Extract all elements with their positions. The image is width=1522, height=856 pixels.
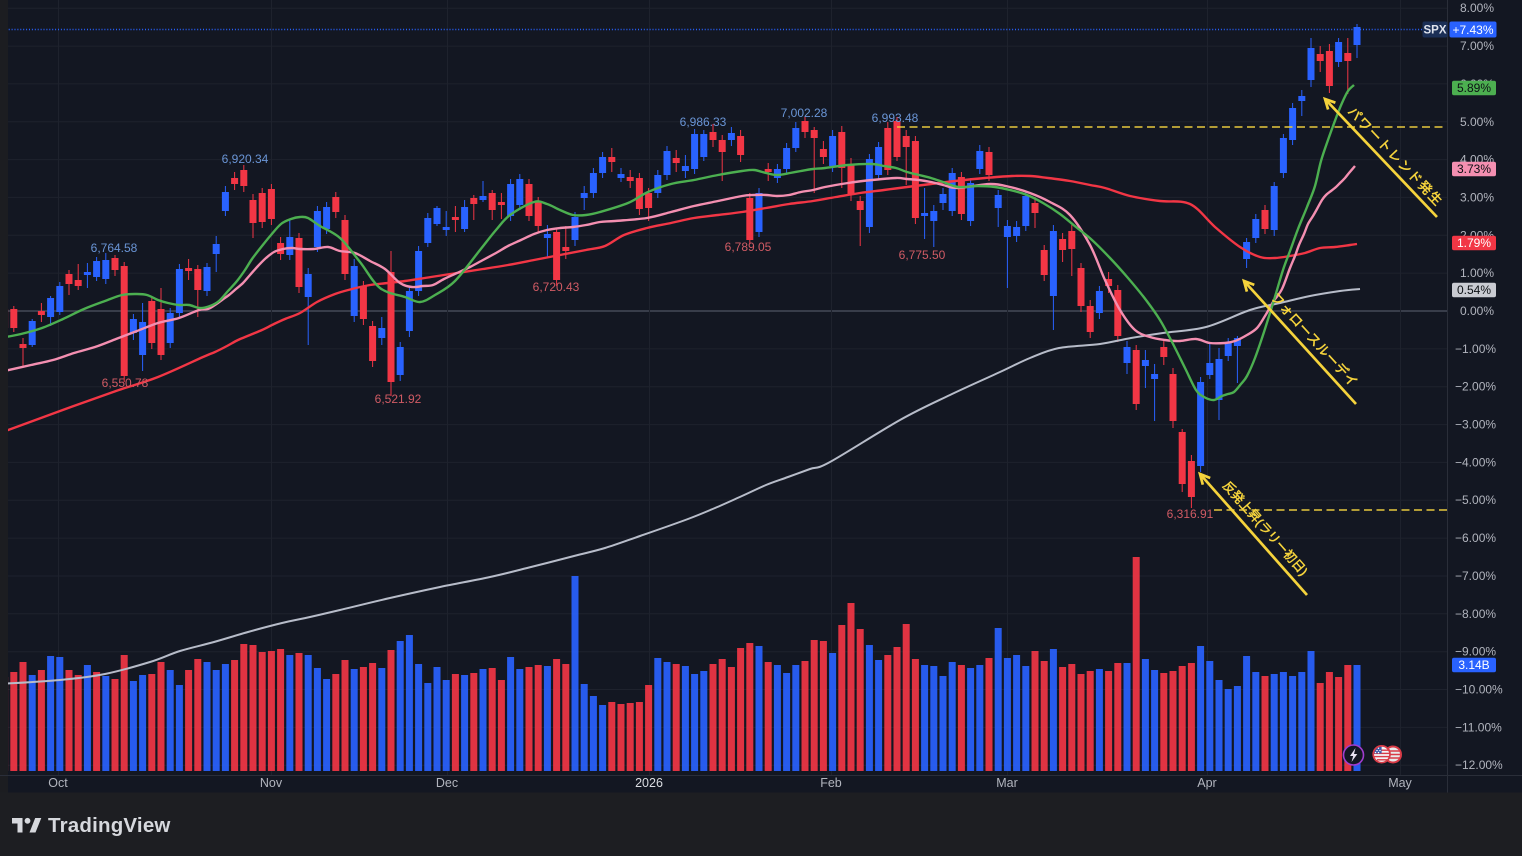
svg-text:6,920.34: 6,920.34 (222, 152, 269, 166)
svg-text:−1.00%: −1.00% (1455, 342, 1496, 356)
svg-text:Apr: Apr (1197, 776, 1216, 790)
svg-text:Dec: Dec (436, 776, 458, 790)
svg-text:May: May (1388, 776, 1412, 790)
svg-text:−5.00%: −5.00% (1455, 493, 1496, 507)
svg-text:6,316.91: 6,316.91 (1167, 507, 1214, 521)
svg-text:6,986.33: 6,986.33 (680, 115, 727, 129)
svg-text:Mar: Mar (996, 776, 1018, 790)
svg-text:SPX: SPX (1423, 25, 1446, 37)
svg-text:Oct: Oct (48, 776, 68, 790)
svg-text:5.00%: 5.00% (1460, 115, 1494, 129)
svg-text:−6.00%: −6.00% (1455, 531, 1496, 545)
svg-text:5.89%: 5.89% (1457, 81, 1491, 95)
svg-text:Feb: Feb (820, 776, 842, 790)
svg-text:8.00%: 8.00% (1460, 1, 1494, 15)
svg-text:−9.00%: −9.00% (1455, 645, 1496, 659)
svg-text:−3.00%: −3.00% (1455, 418, 1496, 432)
svg-text:−2.00%: −2.00% (1455, 380, 1496, 394)
svg-text:−10.00%: −10.00% (1455, 683, 1503, 697)
svg-text:7.00%: 7.00% (1460, 39, 1494, 53)
svg-text:−11.00%: −11.00% (1455, 720, 1502, 734)
svg-text:3.00%: 3.00% (1460, 190, 1494, 204)
svg-text:6,720.43: 6,720.43 (533, 280, 580, 294)
svg-text:−7.00%: −7.00% (1455, 569, 1496, 583)
svg-text:0.54%: 0.54% (1457, 283, 1491, 297)
svg-text:−8.00%: −8.00% (1455, 607, 1496, 621)
svg-text:1.00%: 1.00% (1460, 266, 1494, 280)
svg-text:6,775.50: 6,775.50 (899, 248, 946, 262)
svg-text:6,550.78: 6,550.78 (102, 376, 149, 390)
svg-text:6,521.92: 6,521.92 (375, 392, 422, 406)
svg-text:+7.43%: +7.43% (1452, 23, 1493, 37)
svg-text:TradingView: TradingView (48, 814, 171, 837)
svg-text:1.79%: 1.79% (1457, 236, 1491, 250)
svg-text:0.00%: 0.00% (1460, 304, 1494, 318)
svg-text:3.73%: 3.73% (1457, 162, 1491, 176)
svg-text:6,993.48: 6,993.48 (872, 111, 919, 125)
svg-text:Nov: Nov (260, 776, 283, 790)
svg-text:7,002.28: 7,002.28 (781, 106, 828, 120)
svg-text:3.14B: 3.14B (1458, 658, 1489, 672)
svg-text:2026: 2026 (635, 776, 663, 790)
svg-text:−12.00%: −12.00% (1455, 758, 1503, 772)
svg-text:−4.00%: −4.00% (1455, 455, 1496, 469)
svg-text:6,764.58: 6,764.58 (91, 241, 138, 255)
svg-text:6,789.05: 6,789.05 (725, 240, 772, 254)
